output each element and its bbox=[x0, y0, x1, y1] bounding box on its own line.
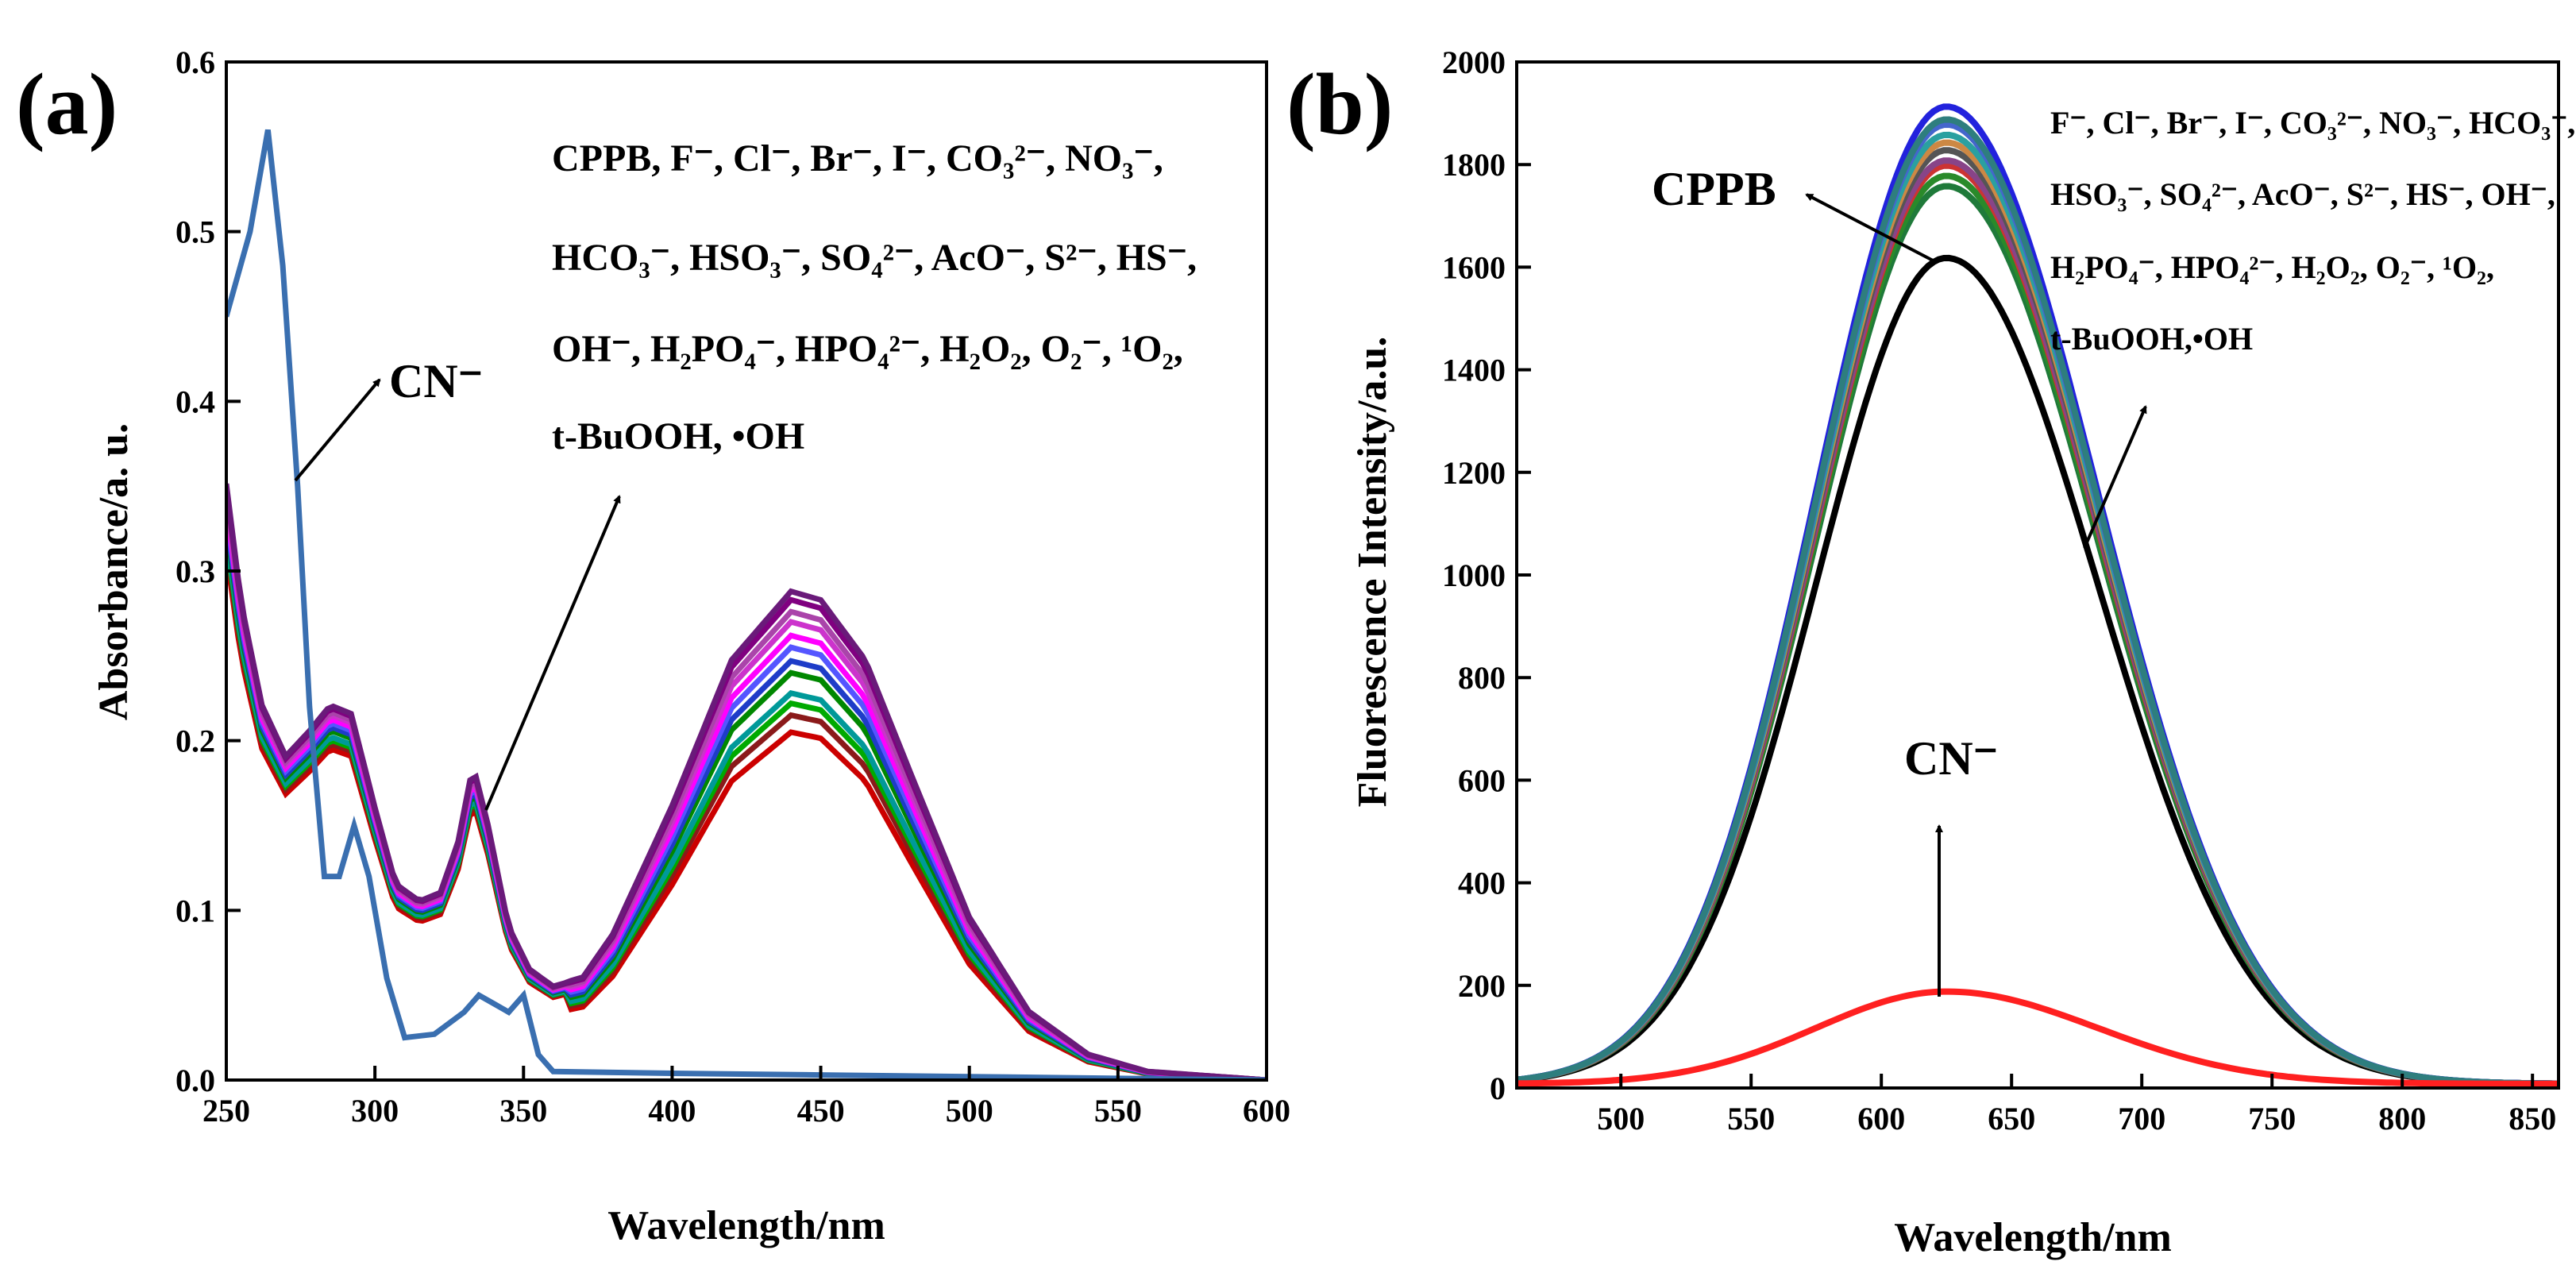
panel-b-plot-area bbox=[1517, 103, 2559, 1087]
panel-a-axes: 250 300 350 400 450 500 550 600 0.0 0.1 0.2 0.3 0.4 0… bbox=[175, 44, 1290, 1128]
panel-b-ytick-label: 600 bbox=[1458, 762, 1506, 798]
panel-b-series-cn bbox=[1517, 988, 2559, 1087]
panel-b-ion-line-2: HSO₃⁻, SO₄²⁻, AcO⁻, S²⁻, HS⁻, OH⁻, bbox=[2050, 176, 2555, 212]
panel-a-series-10 bbox=[226, 493, 1267, 1080]
panel-a-series-7 bbox=[226, 511, 1267, 1080]
panel-a-series-3 bbox=[226, 538, 1267, 1080]
panel-a-series-5 bbox=[226, 523, 1267, 1080]
panel-a-series-12 bbox=[226, 483, 1267, 1080]
panel-b-ytick-label: 1400 bbox=[1442, 353, 1506, 388]
panel-a-cn-label: CN⁻ bbox=[389, 355, 483, 407]
panel-a-xtick-label: 300 bbox=[351, 1093, 399, 1128]
panel-b-label: (b) bbox=[1286, 56, 1393, 152]
panel-b-xtick-label: 800 bbox=[2378, 1101, 2426, 1136]
panel-a-ytick-label: 0.4 bbox=[175, 384, 215, 419]
panel-b-ion-line-4: t-BuOOH,•OH bbox=[2050, 321, 2253, 357]
panel-a-ion-line-1: CPPB, F⁻, Cl⁻, Br⁻, I⁻, CO₃²⁻, NO₃⁻, bbox=[552, 137, 1163, 179]
panel-a-ytick-label: 0.1 bbox=[175, 893, 215, 928]
panel-a-series-11 bbox=[226, 487, 1267, 1080]
panel-a-label: (a) bbox=[16, 56, 118, 152]
panel-b-ylabel: Fluorescence Intensity/a.u. bbox=[1350, 337, 1395, 808]
panel-b-xtick-label: 600 bbox=[1857, 1101, 1905, 1136]
panel-b-ytick-label: 1200 bbox=[1442, 455, 1506, 491]
panel-b-cn-label: CN⁻ bbox=[1904, 732, 1998, 785]
panel-a-xtick-label: 500 bbox=[946, 1093, 993, 1128]
panel-a-ytick-label: 0.5 bbox=[175, 214, 215, 250]
panel-a-ion-line-3: OH⁻, H₂PO₄⁻, HPO₄²⁻, H₂O₂, O₂⁻, ¹O₂, bbox=[552, 328, 1183, 370]
panel-a-ytick-label: 0.3 bbox=[175, 554, 215, 589]
panel-a-ion-line-2: HCO₃⁻, HSO₃⁻, SO₄²⁻, AcO⁻, S²⁻, HS⁻, bbox=[552, 237, 1197, 279]
panel-a-xtick-label: 400 bbox=[648, 1093, 696, 1128]
panel-b-ytick-label: 400 bbox=[1458, 866, 1506, 901]
panel-a: (a) 250 300 350 400 450 500 550 600 0.0 0.1 0.2 0.3… bbox=[16, 44, 1290, 1248]
panel-a-series-6 bbox=[226, 517, 1267, 1080]
panel-b-ytick-label: 200 bbox=[1458, 968, 1506, 1004]
panel-a-series-8 bbox=[226, 504, 1267, 1080]
panel-b-ion-line-3: H₂PO₄⁻, HPO₄²⁻, H₂O₂, O₂⁻, ¹O₂, bbox=[2050, 249, 2494, 285]
panel-b-xtick-label: 700 bbox=[2118, 1101, 2165, 1136]
panel-b-xtick-label: 550 bbox=[1727, 1101, 1775, 1136]
panel-a-xtick-label: 550 bbox=[1094, 1093, 1142, 1128]
panel-a-cn-arrow bbox=[294, 378, 381, 482]
panel-a-xtick-label: 350 bbox=[499, 1093, 547, 1128]
panel-b-ions-arrow bbox=[2083, 405, 2147, 549]
panel-b-cppb-label: CPPB bbox=[1652, 163, 1776, 215]
panel-b-ytick-label: 800 bbox=[1458, 660, 1506, 696]
panel-a-series-2 bbox=[226, 544, 1267, 1080]
panel-a-plot-area bbox=[226, 129, 1267, 1080]
panel-b-axes: 500 550 600 650 700 750 800 850 0 200 400 600 800 100… bbox=[1442, 44, 2556, 1136]
panel-b-ion-line-1: F⁻, Cl⁻, Br⁻, I⁻, CO₃²⁻, NO₃⁻, HCO₃⁻, bbox=[2050, 105, 2575, 141]
panel-b: (b) 500 550 600 650 700 750 800 850 0 200 400 600 80… bbox=[1286, 44, 2575, 1260]
panel-b-series-cppb bbox=[1517, 254, 2559, 1087]
panel-a-series-cn bbox=[226, 129, 1267, 1080]
panel-a-series-9 bbox=[226, 498, 1267, 1080]
panel-a-ytick-label: 0.2 bbox=[175, 723, 215, 759]
panel-a-ytick-label: 0.0 bbox=[175, 1063, 215, 1098]
panel-b-xlabel: Wavelength/nm bbox=[1894, 1215, 2172, 1260]
panel-a-xtick-label: 450 bbox=[797, 1093, 845, 1128]
panel-a-ions-arrow bbox=[484, 495, 621, 811]
panel-b-ytick-label: 0 bbox=[1490, 1071, 1506, 1106]
panel-b-ytick-label: 2000 bbox=[1442, 44, 1506, 80]
panel-a-ylabel: Absorbance/a. u. bbox=[91, 423, 137, 720]
panel-a-series-1 bbox=[226, 552, 1267, 1080]
panel-a-frame bbox=[225, 60, 1268, 1082]
panel-b-xtick-label: 500 bbox=[1597, 1101, 1645, 1136]
panel-a-ion-line-4: t-BuOOH, •OH bbox=[552, 415, 804, 457]
panel-b-series-11 bbox=[1517, 116, 2559, 1087]
panel-b-xtick-label: 650 bbox=[1988, 1101, 2035, 1136]
panel-b-xtick-label: 750 bbox=[2248, 1101, 2296, 1136]
panel-b-ytick-label: 1600 bbox=[1442, 249, 1506, 285]
panel-b-cppb-arrow bbox=[1805, 193, 1937, 264]
panel-a-xlabel: Wavelength/nm bbox=[607, 1203, 885, 1248]
panel-a-series-4 bbox=[226, 533, 1267, 1080]
panel-b-xtick-label: 850 bbox=[2509, 1101, 2556, 1136]
panel-a-ytick-label: 0.6 bbox=[175, 44, 215, 80]
panel-b-ytick-label: 1000 bbox=[1442, 557, 1506, 593]
panel-b-ytick-label: 1800 bbox=[1442, 147, 1506, 183]
panel-a-xtick-label: 600 bbox=[1243, 1093, 1290, 1128]
panel-a-xtick-label: 250 bbox=[202, 1093, 250, 1128]
panel-b-frame bbox=[1515, 60, 2560, 1090]
